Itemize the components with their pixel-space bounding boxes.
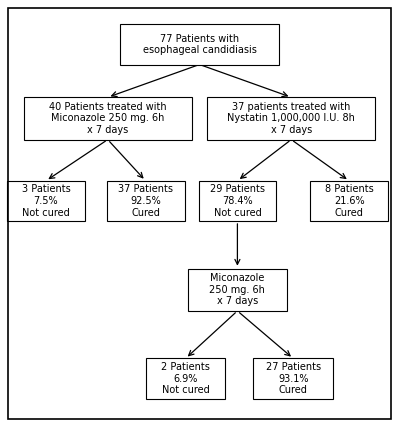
FancyBboxPatch shape [253,359,333,398]
FancyBboxPatch shape [146,359,225,398]
Text: 27 Patients
93.1%
Cured: 27 Patients 93.1% Cured [266,362,321,395]
Text: 40 Patients treated with
Miconazole 250 mg. 6h
x 7 days: 40 Patients treated with Miconazole 250 … [49,102,166,135]
FancyBboxPatch shape [310,181,388,221]
Text: 29 Patients
78.4%
Not cured: 29 Patients 78.4% Not cured [210,184,265,217]
FancyBboxPatch shape [188,269,287,311]
FancyBboxPatch shape [107,181,184,221]
Text: 37 patients treated with
Nystatin 1,000,000 I.U. 8h
x 7 days: 37 patients treated with Nystatin 1,000,… [227,102,355,135]
Text: 3 Patients
7.5%
Not cured: 3 Patients 7.5% Not cured [22,184,70,217]
FancyBboxPatch shape [198,181,276,221]
FancyBboxPatch shape [120,24,279,65]
Text: 77 Patients with
esophageal candidiasis: 77 Patients with esophageal candidiasis [142,33,257,55]
FancyBboxPatch shape [24,97,192,140]
Text: 2 Patients
6.9%
Not cured: 2 Patients 6.9% Not cured [161,362,210,395]
Text: Miconazole
250 mg. 6h
x 7 days: Miconazole 250 mg. 6h x 7 days [209,273,265,306]
FancyBboxPatch shape [7,181,85,221]
FancyBboxPatch shape [207,97,375,140]
Text: 37 Patients
92.5%
Cured: 37 Patients 92.5% Cured [118,184,173,217]
Text: 8 Patients
21.6%
Cured: 8 Patients 21.6% Cured [325,184,373,217]
